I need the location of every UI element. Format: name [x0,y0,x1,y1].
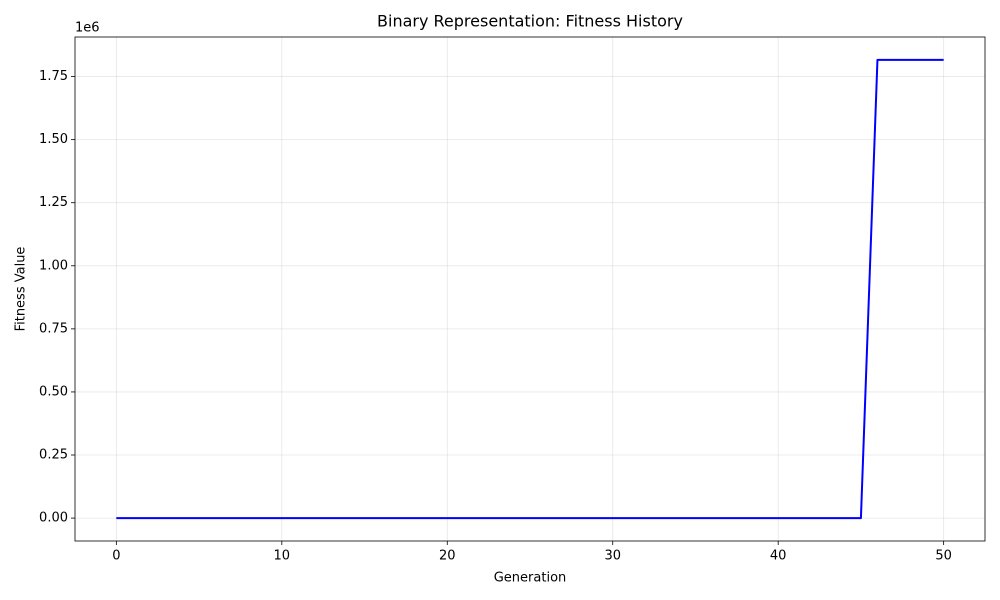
x-tick-label: 50 [935,549,952,564]
y-offset-label: 1e6 [75,21,100,36]
x-tick-label: 10 [274,549,291,564]
x-axis-label: Generation [494,571,567,586]
y-tick-label: 0.50 [39,384,68,399]
y-tick-label: 0.75 [39,321,68,336]
y-tick-label: 0.25 [39,448,68,463]
x-tick-label: 40 [770,549,787,564]
y-tick-label: 0.00 [39,511,68,526]
chart-title: Binary Representation: Fitness History [377,12,683,31]
y-tick-label: 1.00 [39,258,68,273]
data-line [116,58,944,520]
y-tick-label: 1.75 [39,69,68,84]
x-tick-label: 20 [439,549,456,564]
x-tick-label: 0 [112,549,120,564]
plot-frame [74,36,986,542]
y-tick-label: 1.50 [39,132,68,147]
y-axis-label: Fitness Value [14,247,29,332]
x-tick-label: 30 [604,549,621,564]
y-tick-label: 1.25 [39,195,68,210]
